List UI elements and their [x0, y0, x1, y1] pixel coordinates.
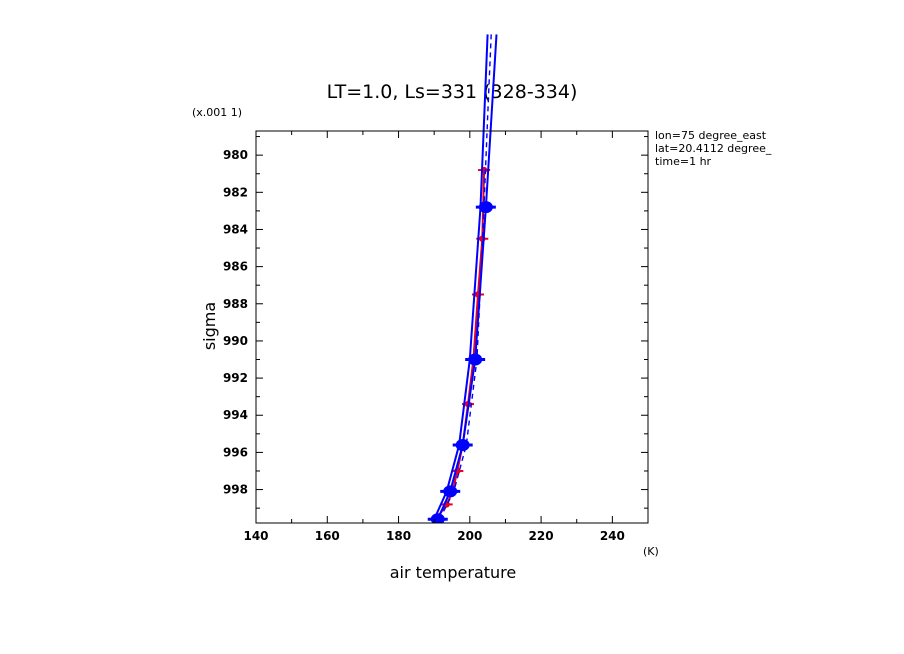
y-tick-label-5: 990 — [223, 334, 248, 348]
y-tick-label-4: 988 — [223, 297, 248, 311]
x-tick-label-5: 240 — [600, 529, 625, 543]
series-group — [427, 34, 498, 523]
y-tick-label-2: 984 — [223, 222, 248, 236]
y-tick-label-7: 994 — [223, 408, 248, 422]
x-tick-label-0: 140 — [243, 529, 268, 543]
x-tick-label-1: 160 — [315, 529, 340, 543]
annotation-time: time=1 hr — [655, 155, 712, 168]
chart-title: LT=1.0, Ls=331 (328-334) — [327, 81, 578, 103]
y-scale-note: (x.001 1) — [192, 106, 242, 119]
y-tick-label-8: 996 — [223, 445, 248, 459]
annotation-lat: lat=20.4112 degree_ — [655, 142, 772, 155]
series-line-3 — [433, 34, 489, 520]
x-axis-unit: (K) — [643, 545, 659, 558]
series-line-2 — [438, 34, 492, 520]
annotation-lon: lon=75 degree_east — [655, 129, 767, 142]
y-tick-label-6: 992 — [223, 371, 248, 385]
y-tick-label-1: 982 — [223, 185, 248, 199]
plot-area: 140 160 180 200 220 240 980 982 984 986 988 990 992 9… — [223, 34, 649, 543]
y-tick-label-0: 980 — [223, 148, 248, 162]
y-axis-label: sigma — [200, 302, 219, 350]
x-axis-label: air temperature — [390, 563, 516, 582]
x-tick-label-2: 180 — [386, 529, 411, 543]
x-tick-label-4: 220 — [529, 529, 554, 543]
plot-frame — [255, 130, 649, 524]
x-tick-label-3: 200 — [457, 529, 482, 543]
y-tick-label-3: 986 — [223, 260, 248, 274]
y-tick-label-9: 998 — [223, 483, 248, 497]
